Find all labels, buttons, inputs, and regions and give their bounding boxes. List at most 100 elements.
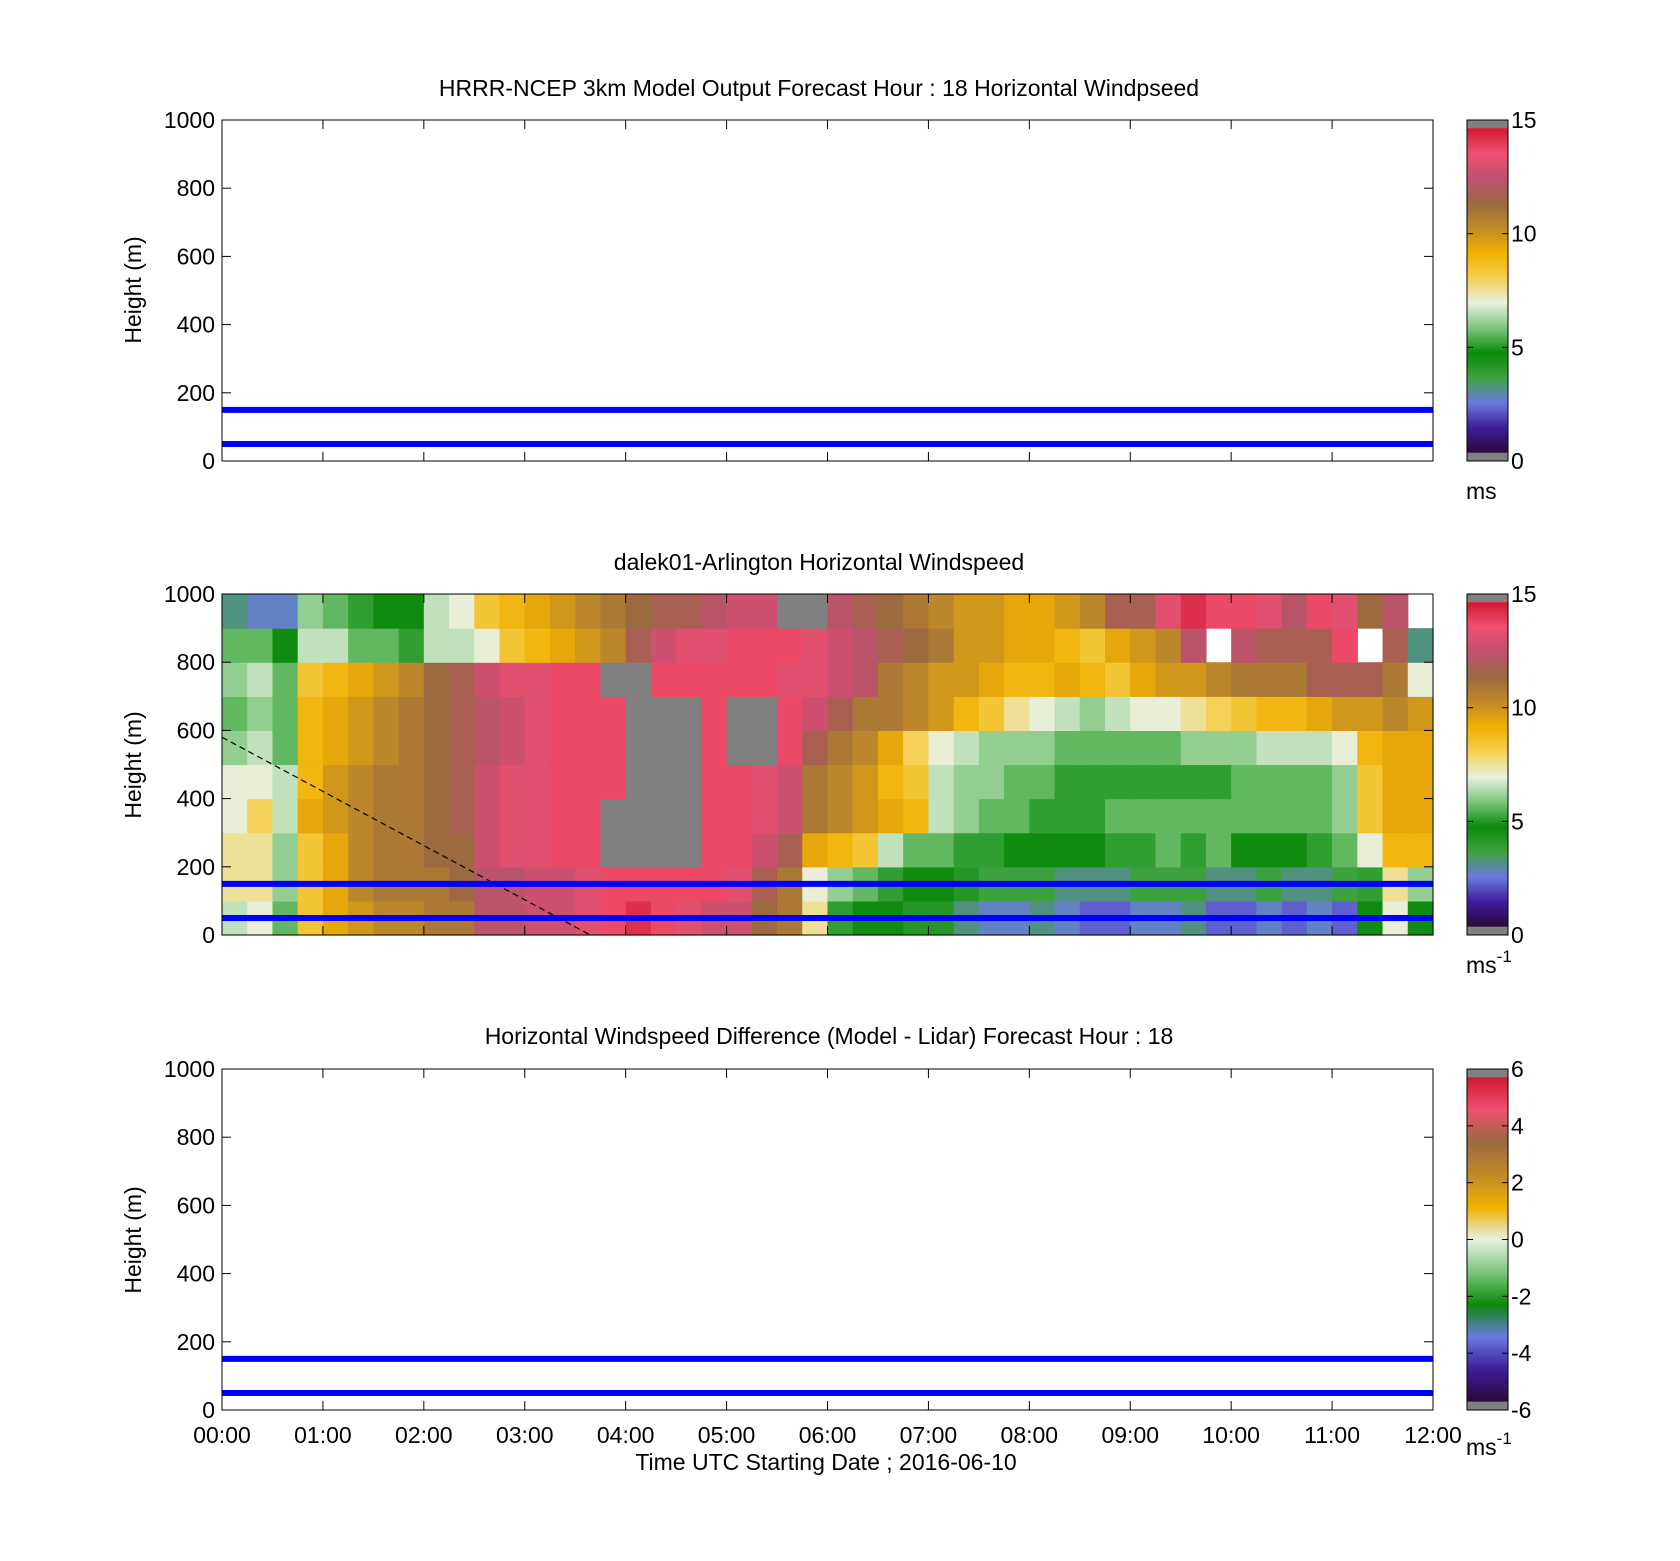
heatmap-cell <box>549 696 576 731</box>
heatmap-cell <box>852 594 879 629</box>
heatmap-cell <box>1054 832 1081 868</box>
heatmap-cell <box>777 628 803 663</box>
heatmap-cell <box>575 730 602 766</box>
colorbar-unit: ms <box>1466 478 1497 504</box>
heatmap-cell <box>751 730 778 766</box>
x-tick-label: 03:00 <box>496 1422 554 1448</box>
heatmap-cell <box>222 594 248 629</box>
heatmap-cell <box>1382 696 1409 731</box>
heatmap-cell <box>575 798 602 834</box>
heatmap-cell <box>1155 594 1182 629</box>
heatmap-cell <box>1382 832 1409 868</box>
y-tick-label: 1000 <box>164 107 215 133</box>
heatmap-cell <box>272 832 299 868</box>
heatmap-cell <box>726 730 753 766</box>
heatmap-cell <box>1407 832 1434 868</box>
heatmap-cell <box>777 764 803 800</box>
heatmap-cell <box>499 662 526 697</box>
heatmap-cell <box>978 662 1005 697</box>
heatmap-cell <box>852 662 879 697</box>
heatmap-cell <box>802 662 829 697</box>
heatmap-cell <box>1306 594 1333 629</box>
heatmap-cell <box>802 832 829 868</box>
colorbar-over-swatch <box>1467 594 1508 603</box>
heatmap-cell <box>676 832 702 868</box>
heatmap-cell <box>1332 696 1358 731</box>
heatmap-cell <box>297 594 324 629</box>
heatmap-cell <box>1180 594 1207 629</box>
heatmap-cell <box>549 832 576 868</box>
panel-model-title: HRRR-NCEP 3km Model Output Forecast Hour… <box>439 75 1199 101</box>
heatmap-cell <box>1231 764 1257 800</box>
heatmap-cell <box>373 662 400 697</box>
heatmap-cell <box>676 594 702 629</box>
colorbar-tick-label: 0 <box>1511 448 1524 474</box>
colorbar-tick-label: 6 <box>1511 1056 1524 1082</box>
colorbar-tick-label: 15 <box>1511 581 1537 607</box>
panel-difference-title: Horizontal Windspeed Difference (Model -… <box>485 1023 1174 1049</box>
heatmap-cell <box>1256 798 1283 834</box>
heatmap-cell <box>474 764 501 800</box>
heatmap-cell <box>398 798 425 834</box>
heatmap-cell <box>398 764 425 800</box>
heatmap-cell <box>1105 594 1131 629</box>
heatmap-cell <box>1004 662 1030 697</box>
heatmap-cell <box>701 628 728 663</box>
heatmap-cell <box>474 730 501 766</box>
heatmap-cell <box>272 662 299 697</box>
colorbar-under-swatch <box>1467 926 1508 935</box>
heatmap-cell <box>827 798 854 834</box>
heatmap-cell <box>272 730 299 766</box>
heatmap-cell <box>398 628 425 663</box>
heatmap-cell <box>247 730 274 766</box>
heatmap-cell <box>1029 730 1056 766</box>
heatmap-cell <box>1054 662 1081 697</box>
heatmap-cell <box>373 832 400 868</box>
heatmap-cell <box>1256 730 1283 766</box>
heatmap-cell <box>625 798 652 834</box>
heatmap-cell <box>499 730 526 766</box>
heatmap-cell <box>777 594 803 629</box>
heatmap-cell <box>751 798 778 834</box>
heatmap-cell <box>600 764 627 800</box>
colorbar-frame <box>1466 593 1509 936</box>
heatmap-cell <box>1281 798 1308 834</box>
heatmap-cell <box>1281 628 1308 663</box>
heatmap-cell <box>726 594 753 629</box>
heatmap-cell <box>1155 628 1182 663</box>
colorbar-tick-label: -2 <box>1511 1283 1531 1309</box>
heatmap-cell <box>222 662 248 697</box>
heatmap-cell <box>449 798 475 834</box>
y-tick-label: 800 <box>177 649 215 675</box>
heatmap-cell <box>625 764 652 800</box>
heatmap-cell <box>1205 696 1232 731</box>
colorbar-unit: ms-1 <box>1466 947 1512 978</box>
heatmap-cell <box>499 764 526 800</box>
heatmap-cell <box>1029 832 1056 868</box>
heatmap-cell <box>701 696 728 731</box>
heatmap-cell <box>953 730 980 766</box>
colorbar-frame <box>1466 119 1509 462</box>
heatmap-cell <box>928 832 955 868</box>
heatmap-cell <box>1357 832 1384 868</box>
heatmap-cell <box>877 594 904 629</box>
heatmap-cell <box>877 662 904 697</box>
colorbar-tick-label: -4 <box>1511 1340 1532 1366</box>
heatmap-cell <box>600 628 627 663</box>
heatmap-cell <box>474 662 501 697</box>
x-tick-label: 12:00 <box>1404 1422 1462 1448</box>
heatmap-cell <box>449 832 475 868</box>
heatmap-cell <box>348 764 374 800</box>
heatmap-cell <box>1382 628 1409 663</box>
heatmap-cell <box>1004 832 1030 868</box>
heatmap-cell <box>751 662 778 697</box>
heatmap-cell <box>348 832 374 868</box>
heatmap-cell <box>1205 832 1232 868</box>
heatmap-cell <box>1205 764 1232 800</box>
colorbar-tick-label: 10 <box>1511 695 1537 721</box>
y-tick-label: 400 <box>177 786 215 812</box>
heatmap-cell <box>650 832 677 868</box>
panel-lidar-plot: 0 200 400 600 800 1000 0 5 10 15 ms-1 <box>164 581 1537 978</box>
heatmap-cell <box>1130 662 1157 697</box>
heatmap-cell <box>297 628 324 663</box>
